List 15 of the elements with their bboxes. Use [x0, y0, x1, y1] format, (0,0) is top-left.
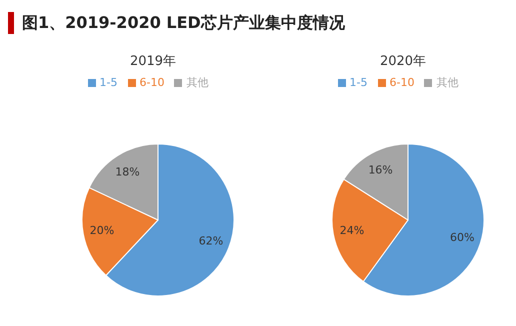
- legend-label: 1-5: [350, 76, 368, 89]
- chart-title: 2020年: [378, 53, 428, 70]
- legend-label: 其他: [436, 76, 458, 89]
- data-label: 24%: [340, 224, 364, 238]
- data-label: 18%: [115, 165, 140, 178]
- data-label: 20%: [90, 224, 114, 238]
- legend-label: 其他: [186, 76, 208, 89]
- legend-label: 6-10: [140, 76, 164, 89]
- caption: 图1、2019-2020 LED芯片产业集中度情况: [22, 12, 345, 32]
- data-label: 62%: [198, 234, 224, 248]
- data-label: 60%: [450, 231, 474, 244]
- chart-title: 2019年: [128, 53, 178, 70]
- legend-label: 1-5: [100, 76, 118, 89]
- legend-label: 6-10: [390, 76, 414, 89]
- data-label: 16%: [368, 164, 393, 177]
